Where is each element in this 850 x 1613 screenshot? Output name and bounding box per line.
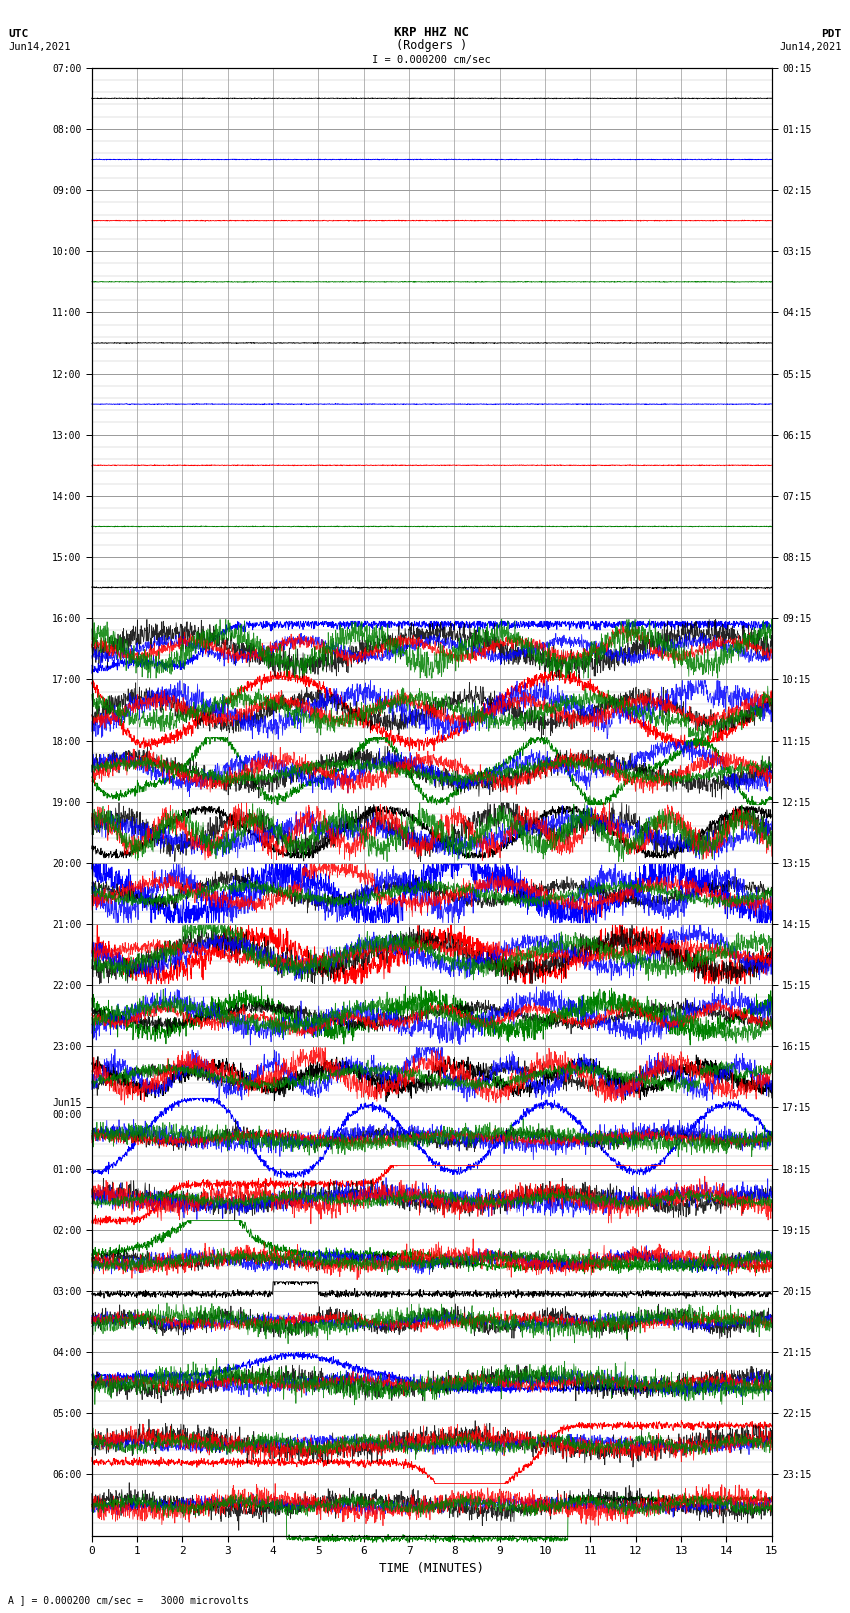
- Text: A ] = 0.000200 cm/sec =   3000 microvolts: A ] = 0.000200 cm/sec = 3000 microvolts: [8, 1595, 249, 1605]
- Text: Jun14,2021: Jun14,2021: [779, 42, 842, 52]
- Text: UTC: UTC: [8, 29, 29, 39]
- Text: I = 0.000200 cm/sec: I = 0.000200 cm/sec: [372, 55, 491, 65]
- X-axis label: TIME (MINUTES): TIME (MINUTES): [379, 1561, 484, 1574]
- Text: (Rodgers ): (Rodgers ): [396, 39, 468, 52]
- Text: PDT: PDT: [821, 29, 842, 39]
- Text: KRP HHZ NC: KRP HHZ NC: [394, 26, 469, 39]
- Text: Jun14,2021: Jun14,2021: [8, 42, 71, 52]
